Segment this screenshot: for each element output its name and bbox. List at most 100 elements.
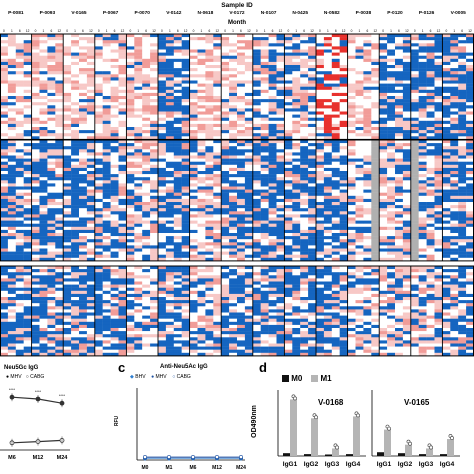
heatmap-cell (7, 120, 17, 125)
heatmap-cell (300, 205, 309, 209)
heatmap-cell (379, 195, 388, 200)
heatmap-cell (387, 127, 396, 131)
heatmap-cell (118, 202, 127, 206)
heatmap-cell (252, 251, 261, 255)
heatmap-cell (316, 89, 325, 94)
heatmap-cell (229, 123, 238, 128)
heatmap-cell (110, 105, 119, 109)
heatmap-cell (142, 96, 151, 100)
heatmap-cell (39, 149, 48, 153)
heatmap-cell (55, 37, 64, 41)
heatmap-cell (15, 89, 24, 94)
heatmap-cell (229, 167, 238, 172)
heatmap-cell (355, 220, 364, 224)
heatmap-cell (418, 192, 427, 196)
heatmap-cell (410, 52, 419, 56)
heatmap-cell (434, 105, 443, 109)
heatmap-cell (213, 198, 222, 203)
heatmap-cell (260, 86, 269, 90)
heatmap-cell (323, 46, 332, 50)
heatmap-cell (94, 236, 103, 240)
heatmap-cell (94, 102, 103, 106)
heatmap-cell (268, 80, 277, 84)
heatmap-cell (387, 214, 396, 218)
heatmap-cell (134, 120, 143, 125)
heatmap-cell (292, 158, 301, 162)
heatmap-cell (110, 269, 119, 273)
heatmap-cell (466, 220, 474, 224)
heatmap-cell (284, 61, 293, 66)
heatmap-cell (0, 312, 9, 316)
heatmap-cell (466, 55, 474, 59)
heatmap-cell (284, 80, 293, 84)
heatmap-cell (189, 192, 198, 196)
heatmap-cell (363, 229, 372, 234)
heatmap-cell (102, 331, 111, 335)
heatmap-cell (126, 226, 135, 231)
heatmap-cell (442, 61, 451, 66)
heatmap-cell (142, 177, 151, 181)
heatmap-cell (363, 111, 372, 115)
heatmap-cell (260, 77, 269, 81)
heatmap-cell (15, 114, 24, 118)
heatmap-cell (260, 96, 269, 100)
heatmap-cell (39, 328, 48, 332)
heatmap-cell (205, 164, 214, 169)
heatmap-cell (71, 174, 80, 178)
heatmap-cell (142, 140, 151, 144)
heatmap-cell (363, 43, 372, 47)
heatmap-cell (292, 220, 301, 224)
heatmap-cell (260, 220, 269, 224)
heatmap-cell (402, 211, 411, 215)
heatmap-cell (47, 152, 56, 156)
heatmap-cell (450, 136, 459, 140)
heatmap-cell (15, 52, 24, 56)
heatmap-cell (276, 158, 285, 162)
heatmap-cell (150, 61, 159, 66)
heatmap-cell (387, 202, 396, 206)
heatmap-cell (213, 155, 222, 159)
heatmap-cell (323, 236, 332, 240)
heatmap-cell (150, 114, 159, 118)
heatmap-cell (0, 55, 9, 59)
heatmap-cell (395, 254, 404, 258)
heatmap-cell (63, 248, 72, 252)
heatmap-cell (23, 127, 32, 131)
heatmap-cell (450, 61, 459, 66)
heatmap-cell (79, 328, 88, 332)
heatmap-cell (94, 198, 103, 203)
heatmap-cell (229, 133, 238, 137)
heatmap-cell (181, 158, 190, 162)
heatmap-cell (292, 55, 301, 59)
heatmap-cell (300, 174, 309, 178)
heatmap-cell (229, 61, 238, 66)
heatmap-cell (181, 61, 190, 66)
heatmap-cell (102, 189, 111, 193)
heatmap-cell (371, 180, 380, 184)
heatmap-cell (165, 40, 174, 44)
heatmap-cell (134, 257, 143, 262)
heatmap-cell (347, 99, 356, 103)
heatmap-cell (7, 186, 17, 190)
heatmap-cell (260, 189, 269, 193)
heatmap-cell (426, 92, 435, 97)
heatmap-cell (308, 164, 317, 169)
heatmap-cell (110, 34, 119, 38)
heatmap-cell (47, 198, 56, 203)
heatmap-cell (229, 43, 238, 47)
heatmap-cell (418, 117, 427, 121)
heatmap-cell (276, 254, 285, 258)
heatmap-cell (31, 198, 40, 203)
heatmap-cell (55, 183, 64, 187)
heatmap-cell (71, 198, 80, 203)
heatmap-cell (134, 214, 143, 218)
heatmap-cell (102, 297, 111, 301)
heatmap-cell (458, 68, 467, 72)
heatmap-cell (23, 180, 32, 184)
heatmap-cell (158, 239, 167, 243)
heatmap-cell (165, 123, 174, 128)
heatmap-cell (110, 133, 119, 137)
heatmap-cell (142, 71, 151, 75)
heatmap-cell (308, 180, 317, 184)
heatmap-cell (134, 80, 143, 84)
